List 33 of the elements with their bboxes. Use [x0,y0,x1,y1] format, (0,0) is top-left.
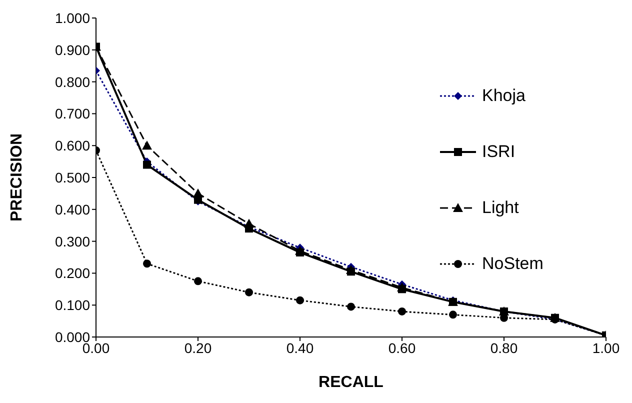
point [398,307,406,316]
point [397,282,407,292]
point [296,296,304,304]
legend-label: NoStem [482,254,544,274]
x-tick-label: 1.00 [592,340,620,356]
point [143,160,151,169]
x-tick-label: 0.80 [490,340,518,356]
y-tick-label: 0.900 [54,42,90,58]
y-axis-title: PRECISION [8,133,26,222]
point [244,218,254,228]
x-tick-label: 0.60 [388,340,416,356]
y-tick-label: 0.500 [54,169,90,186]
y-tick-label: 0.700 [54,106,90,122]
legend-label: Khoja [482,86,526,106]
point [142,140,152,150]
point [143,260,151,268]
y-tick-label: 0.800 [54,74,90,90]
legend-label: ISRI [482,142,516,162]
point [449,310,457,319]
x-tick-label: 0.20 [184,340,212,356]
point [245,288,253,296]
x-axis-title: RECALL [318,374,384,391]
point [347,302,355,311]
x-tick-label: 0.40 [286,340,314,356]
y-tick-label: 0.400 [54,201,90,218]
point [194,277,202,286]
legend-label: Light [482,198,519,218]
y-tick-label: 0.100 [54,297,90,314]
y-tick-label: 1.000 [54,10,90,26]
y-tick-label: 0.600 [54,138,90,154]
y-tick-label: 0.300 [54,233,90,250]
point [193,188,203,198]
y-tick-label: 0.200 [54,265,90,282]
